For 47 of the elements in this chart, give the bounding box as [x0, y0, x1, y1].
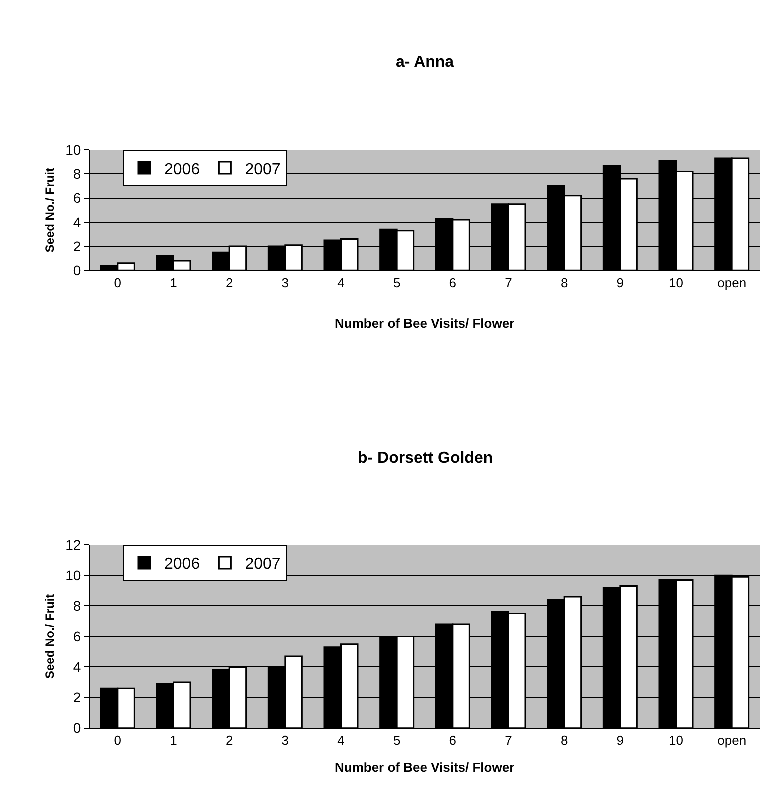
x-tick-label: 2 — [226, 275, 234, 290]
x-tick-label: 4 — [338, 275, 345, 290]
x-tick-label: 5 — [393, 275, 401, 290]
y-tick-label: 0 — [73, 262, 82, 279]
x-tick-label: 5 — [393, 732, 401, 748]
x-tick-label: 0 — [114, 275, 122, 290]
x-tick-label: 4 — [338, 732, 345, 748]
x-axis-title: Number of Bee Visits/ Flower — [335, 316, 515, 331]
x-axis-title: Number of Bee Visits/ Flower — [335, 760, 515, 775]
x-tick-label: 10 — [669, 275, 684, 290]
x-tick-label: 6 — [449, 275, 457, 290]
legend-label: 2007 — [245, 556, 281, 574]
legend-label: 2007 — [245, 161, 281, 178]
legend-label: 2006 — [164, 161, 200, 178]
x-tick-label: 0 — [114, 732, 122, 748]
y-tick-label: 8 — [73, 166, 82, 182]
x-tick-label: 9 — [616, 275, 624, 290]
y-tick-label: 6 — [73, 628, 82, 645]
y-tick-label: 6 — [73, 190, 82, 206]
x-tick-label: 8 — [560, 732, 568, 748]
y-tick-label: 10 — [66, 568, 82, 584]
chart-title: a- Anna — [396, 54, 454, 71]
y-tick-label: 4 — [73, 214, 82, 230]
legend-label: 2006 — [164, 556, 200, 574]
x-tick-label: 8 — [560, 275, 568, 290]
x-tick-label: 6 — [449, 732, 457, 748]
y-tick-label: 8 — [73, 598, 82, 614]
x-tick-label: 7 — [505, 732, 512, 748]
y-tick-label: 4 — [73, 659, 82, 676]
x-tick-label: 7 — [505, 275, 512, 290]
x-tick-label: 3 — [282, 275, 290, 290]
y-tick-label: 2 — [73, 690, 82, 706]
y-tick-label: 12 — [66, 536, 82, 553]
x-tick-label: 1 — [170, 275, 178, 290]
x-tick-label: 9 — [616, 732, 624, 748]
chart-title: b- Dorsett Golden — [358, 450, 494, 467]
y-tick-label: 10 — [66, 142, 82, 158]
y-tick-label: 0 — [73, 720, 82, 736]
x-tick-label: open — [718, 275, 747, 290]
y-axis-title: Seed No./ Fruit — [42, 168, 57, 253]
x-tick-label: open — [718, 732, 747, 748]
x-tick-label: 10 — [669, 732, 684, 748]
x-tick-label: 2 — [226, 732, 234, 748]
x-tick-label: 1 — [170, 732, 178, 748]
y-tick-label: 2 — [73, 238, 82, 254]
y-axis-title: Seed No./ Fruit — [42, 594, 57, 680]
x-tick-label: 3 — [282, 732, 290, 748]
